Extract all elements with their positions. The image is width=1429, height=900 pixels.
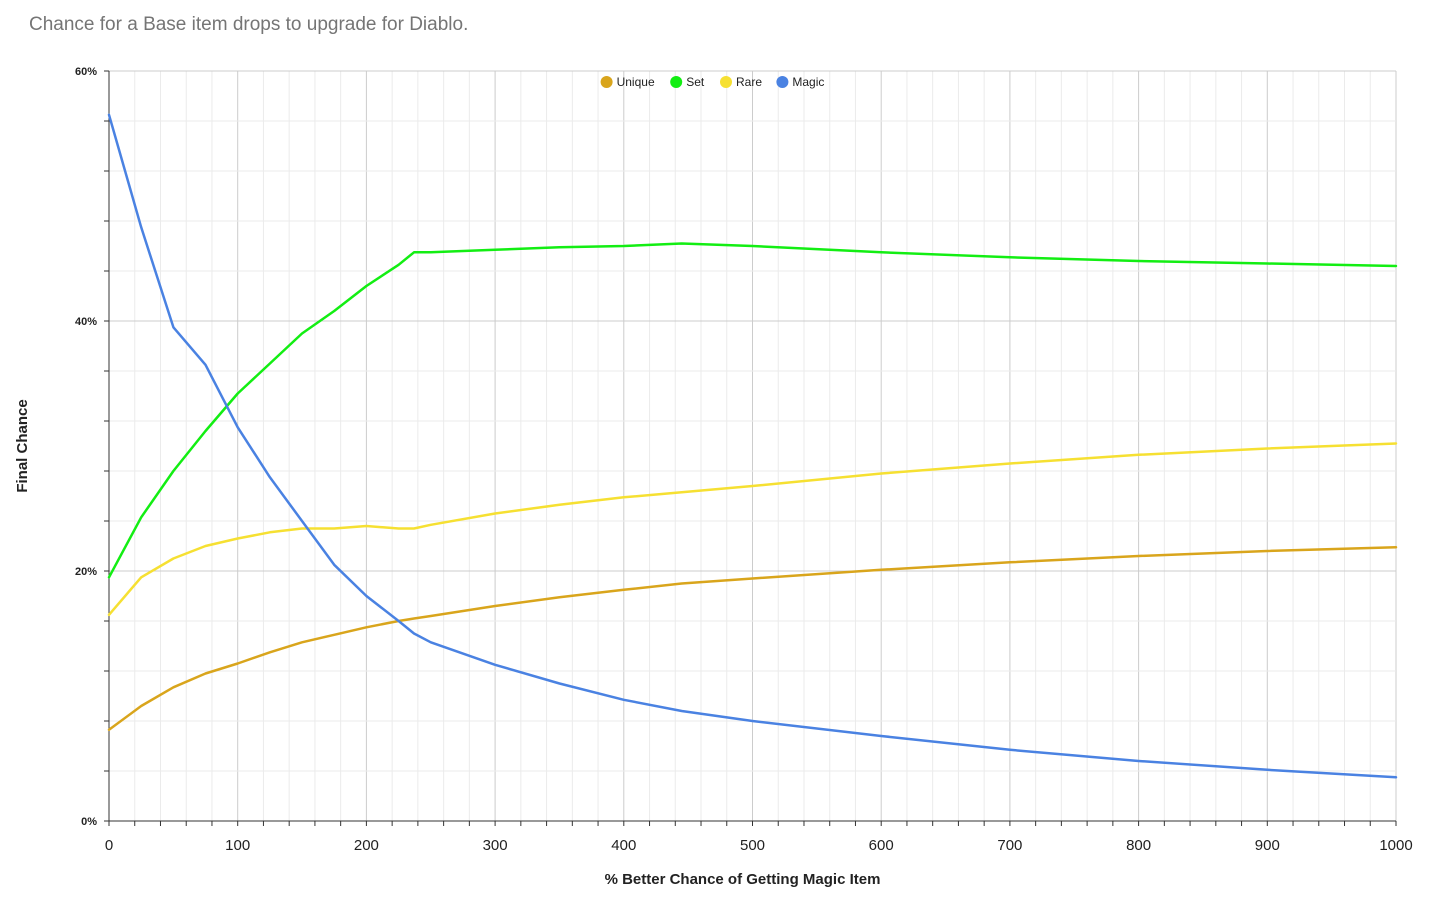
legend-swatch [670, 76, 683, 88]
x-tick-label: 200 [354, 837, 379, 854]
x-tick-label: 400 [611, 837, 636, 854]
y-tick-label: 60% [75, 66, 97, 78]
y-tick-labels: 0% 20% 40% 60% [75, 66, 97, 828]
grid [108, 70, 1397, 822]
legend-label: Rare [736, 75, 762, 89]
x-tick-label: 700 [997, 837, 1022, 854]
y-tick-label: 20% [75, 566, 97, 578]
x-tick-label: 900 [1255, 837, 1280, 854]
x-tick-label: 0 [105, 837, 113, 854]
legend-label: Set [686, 75, 705, 89]
legend-swatch [720, 76, 732, 88]
x-tick-label: 1000 [1379, 837, 1412, 854]
legend-item-rare[interactable]: Rare [720, 75, 762, 89]
series-lines [107, 113, 1398, 779]
chart-title: Chance for a Base item drops to upgrade … [29, 14, 469, 35]
series-line-magic [107, 113, 1398, 779]
y-tick-label: 40% [75, 316, 97, 328]
axes [104, 70, 1397, 826]
series-line-unique [107, 546, 1398, 732]
x-axis-title: % Better Chance of Getting Magic Item [605, 871, 881, 888]
legend-label: Unique [617, 75, 655, 89]
x-tick-label: 500 [740, 837, 765, 854]
y-tick-label: 0% [81, 816, 97, 828]
legend-swatch [776, 76, 789, 88]
x-tick-labels: 0 100 200 300 400 500 600 700 800 900 1000 [105, 837, 1413, 854]
y-axis-title: Final Chance [14, 399, 31, 492]
legend-item-unique[interactable]: Unique [600, 75, 655, 89]
legend: Unique Set Rare Magic [600, 75, 824, 89]
legend-label: Magic [792, 75, 824, 89]
legend-item-magic[interactable]: Magic [776, 75, 824, 89]
series-line-set [107, 242, 1398, 579]
x-tick-label: 600 [869, 837, 894, 854]
series-line-rare [107, 442, 1398, 617]
legend-swatch [600, 76, 613, 88]
x-tick-label: 300 [483, 837, 508, 854]
x-tick-label: 100 [225, 837, 250, 854]
x-tick-label: 800 [1126, 837, 1151, 854]
legend-item-set[interactable]: Set [670, 75, 705, 89]
